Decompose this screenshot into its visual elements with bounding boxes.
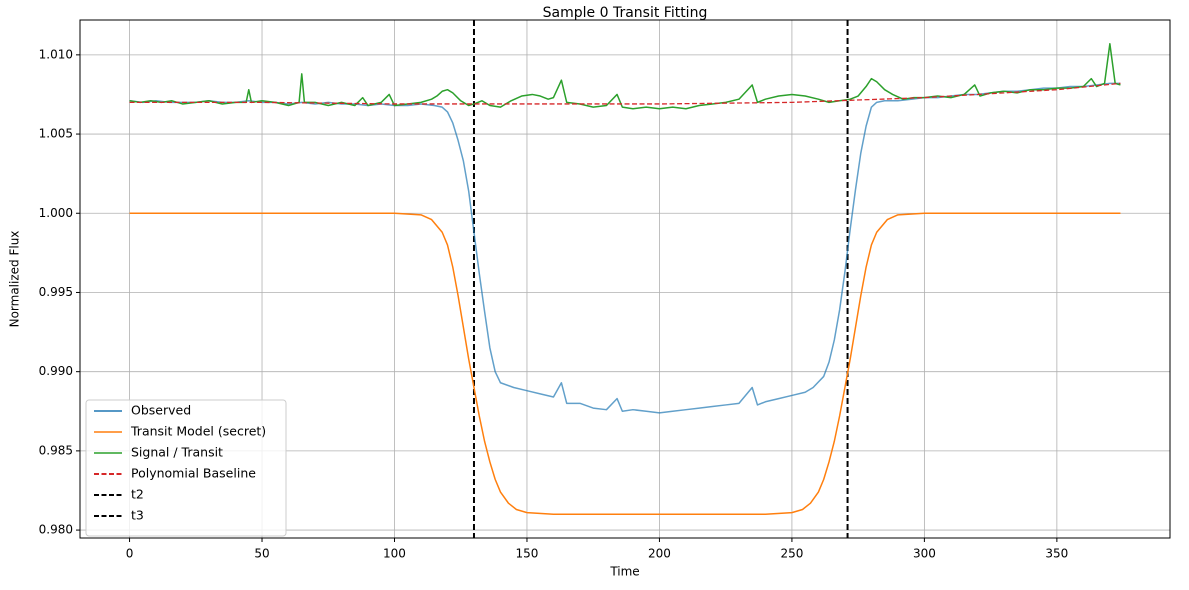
x-tick-label: 200: [648, 547, 671, 561]
x-tick-label: 350: [1045, 547, 1068, 561]
vertical-markers: [472, 20, 849, 538]
legend-label: Polynomial Baseline: [131, 466, 256, 481]
y-tick-label: 0.995: [39, 285, 73, 299]
legend-box: [85, 399, 287, 537]
series-line-signal-transit: [129, 43, 1121, 110]
y-tick-label: 1.005: [39, 127, 73, 141]
y-tick-label: 1.010: [39, 47, 73, 61]
plot-frame: [79, 19, 1171, 539]
series-line-polynomial-baseline: [129, 82, 1121, 105]
x-tick-label: 0: [126, 547, 134, 561]
y-axis-ticks: 0.980 0.985 0.990 0.995 1.000 1.005 1.010: [39, 47, 80, 537]
series-line-transit-model-secret: [129, 212, 1121, 515]
x-axis-label: Time: [609, 565, 639, 579]
legend-label: Transit Model (secret): [130, 424, 266, 439]
y-tick-label: 1.000: [39, 206, 73, 220]
x-axis-ticks: 0 50 100 150 200 250 300 350: [126, 538, 1068, 561]
legend: Observed Transit Model (secret) Signal / T…: [85, 399, 287, 537]
y-tick-label: 0.990: [39, 364, 73, 378]
x-tick-label: 50: [254, 547, 269, 561]
chart-title: Sample 0 Transit Fitting: [543, 5, 708, 21]
series-lines: [129, 43, 1121, 515]
legend-label: t3: [131, 508, 144, 523]
x-tick-label: 250: [780, 547, 803, 561]
y-tick-label: 0.980: [39, 523, 73, 537]
legend-label: Signal / Transit: [131, 445, 223, 460]
legend-label: Observed: [131, 403, 191, 418]
x-tick-label: 150: [516, 547, 539, 561]
y-axis-label: Normalized Flux: [8, 231, 22, 328]
legend-label: t2: [131, 487, 144, 502]
x-tick-label: 100: [383, 547, 406, 561]
y-tick-label: 0.985: [39, 443, 73, 457]
x-tick-label: 300: [913, 547, 936, 561]
